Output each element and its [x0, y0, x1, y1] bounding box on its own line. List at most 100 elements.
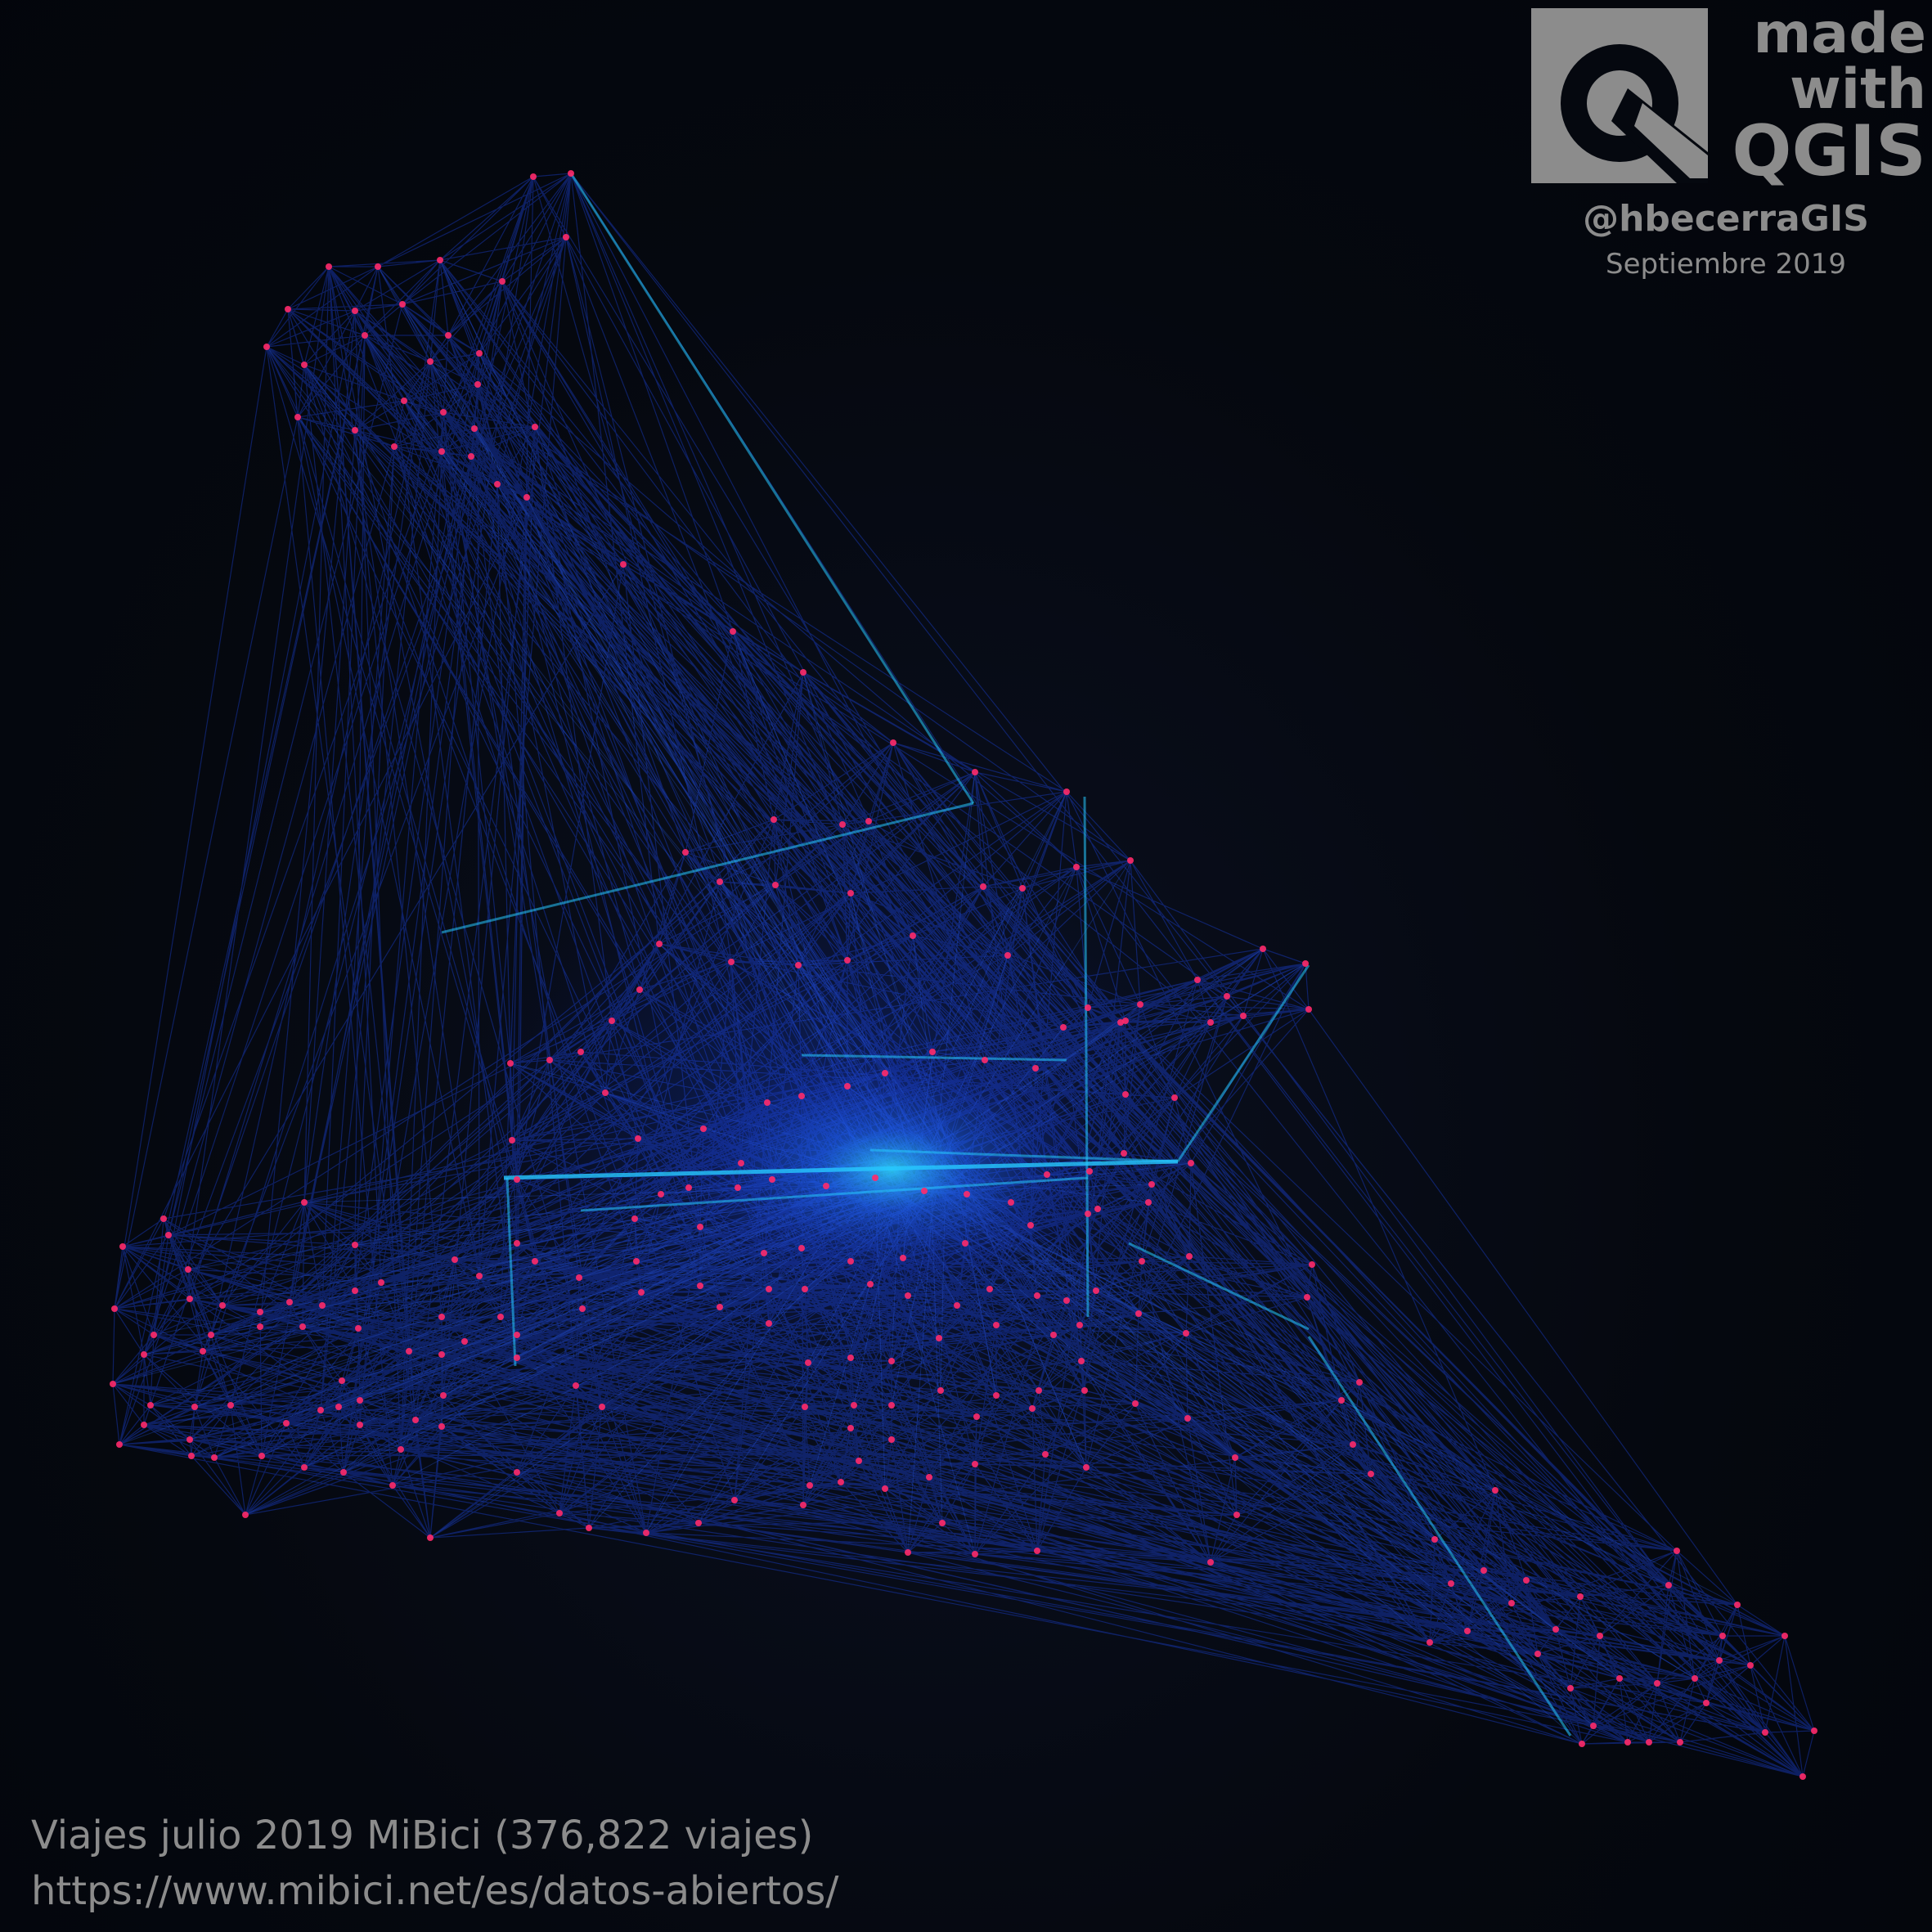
date-label: Septiembre 2019	[1606, 248, 1846, 281]
station-dot	[1350, 1441, 1356, 1448]
station-dot	[769, 1176, 775, 1183]
station-dot	[1085, 1211, 1091, 1217]
station-dot	[1135, 1310, 1142, 1317]
station-dot	[972, 1461, 978, 1467]
station-dot	[1762, 1729, 1768, 1736]
station-dot	[437, 257, 443, 263]
author-handle: @hbecerraGIS	[1583, 198, 1869, 240]
station-dot	[937, 1387, 944, 1394]
station-dot	[888, 1436, 895, 1443]
station-dot	[738, 1160, 744, 1166]
station-dot	[1194, 977, 1201, 983]
station-dot	[147, 1402, 154, 1409]
corridor-line	[580, 1176, 1089, 1212]
station-dot	[509, 1137, 515, 1143]
station-dot	[856, 1458, 862, 1464]
station-dot	[1063, 789, 1070, 795]
station-dot	[352, 1287, 358, 1294]
station-dot	[438, 1423, 445, 1430]
station-dot	[993, 1392, 1000, 1399]
corridor-line	[1176, 964, 1310, 1162]
corridor-line	[503, 1159, 1179, 1180]
caption-block: Viajes julio 2019 MiBici (376,822 viajes…	[31, 1808, 838, 1919]
station-dot	[412, 1417, 419, 1423]
corridor-line	[1083, 796, 1090, 1318]
station-dot	[771, 816, 777, 823]
station-dot	[823, 1183, 829, 1189]
station-dot	[905, 1292, 911, 1299]
station-dot	[362, 332, 368, 339]
qgis-logo	[1531, 8, 1708, 183]
station-dot	[476, 1273, 483, 1279]
station-dot	[110, 1381, 116, 1387]
station-dot	[717, 878, 723, 885]
station-dot	[257, 1309, 263, 1315]
station-dot	[1029, 1405, 1036, 1412]
corridor-line	[801, 1054, 1067, 1062]
station-dot	[514, 1176, 520, 1183]
station-dot	[731, 1497, 738, 1503]
station-dot	[340, 1469, 347, 1476]
station-dot	[476, 350, 483, 357]
station-dot	[1232, 1454, 1238, 1461]
station-dot	[1567, 1685, 1574, 1692]
station-dot	[972, 1551, 978, 1557]
station-dot	[1042, 1451, 1049, 1458]
station-dot	[1240, 1013, 1247, 1019]
station-dot	[579, 1305, 586, 1312]
station-dot	[1356, 1379, 1363, 1386]
station-dot	[355, 1325, 362, 1332]
station-dot	[700, 1126, 707, 1132]
station-dot	[445, 332, 452, 339]
station-dot	[119, 1243, 126, 1250]
station-dot	[1121, 1150, 1127, 1157]
station-dot	[1646, 1739, 1652, 1746]
station-dot	[1171, 1094, 1178, 1101]
station-dot	[263, 344, 270, 350]
station-dot	[1008, 1199, 1014, 1206]
station-dot	[494, 481, 501, 487]
station-dot	[141, 1422, 147, 1428]
station-dot	[730, 628, 736, 635]
station-dot	[1093, 1287, 1099, 1294]
station-dot	[452, 1256, 458, 1263]
station-dot	[847, 890, 854, 896]
main-corridors	[441, 173, 1572, 1737]
station-dot	[1734, 1602, 1741, 1608]
station-dot	[1034, 1292, 1040, 1299]
station-dot	[1431, 1536, 1438, 1543]
corridor-line	[1128, 1242, 1310, 1331]
station-dot	[766, 1286, 772, 1292]
station-dot	[406, 1348, 412, 1355]
station-dot	[1492, 1487, 1498, 1494]
station-dot	[697, 1224, 703, 1230]
station-dot	[1480, 1567, 1487, 1574]
station-dot	[568, 170, 574, 177]
station-dot	[440, 409, 447, 416]
station-dot	[188, 1453, 195, 1459]
station-dot	[563, 234, 569, 240]
station-dot	[258, 1453, 265, 1459]
station-dot	[208, 1332, 214, 1338]
station-dot	[319, 1302, 326, 1309]
station-dot	[798, 1245, 805, 1251]
station-dot	[1127, 857, 1134, 864]
station-dot	[847, 1425, 854, 1431]
caption-url[interactable]: https://www.mibici.net/es/datos-abiertos…	[31, 1868, 839, 1914]
station-dot	[964, 1191, 970, 1197]
station-dot	[936, 1335, 942, 1341]
station-dot	[257, 1323, 263, 1330]
station-dot	[1597, 1633, 1603, 1639]
station-dot	[847, 1258, 854, 1265]
logo-text-made: made	[1753, 2, 1926, 66]
station-dot	[335, 1404, 342, 1410]
station-dot	[1139, 1258, 1145, 1265]
station-dot	[1338, 1397, 1345, 1404]
logo-text-with: with	[1789, 57, 1926, 122]
station-dot	[1034, 1548, 1040, 1554]
station-dot	[1086, 1168, 1093, 1175]
station-dot	[865, 818, 872, 824]
station-dot	[1692, 1675, 1698, 1682]
station-dot	[1624, 1739, 1631, 1746]
